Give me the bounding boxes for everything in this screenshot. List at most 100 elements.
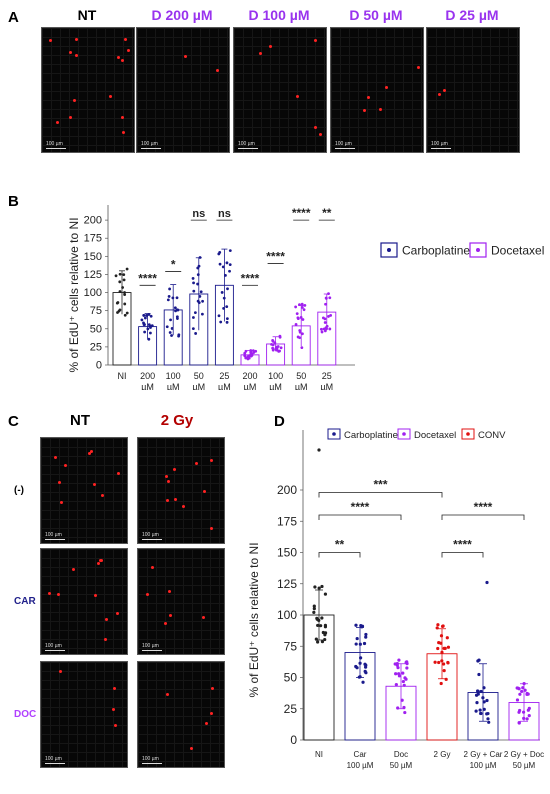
data-point — [247, 354, 251, 358]
panel-c-column-header: 2 Gy — [160, 412, 194, 429]
data-point — [404, 660, 408, 665]
data-point — [393, 662, 397, 666]
edu-positive-nucleus — [385, 85, 389, 89]
data-point — [520, 689, 524, 694]
data-point — [219, 320, 223, 324]
x-tick-label-unit: µM — [218, 382, 231, 390]
edu-positive-nucleus — [168, 590, 172, 594]
legend-label: Carboplatine — [344, 430, 398, 441]
significance-label: **** — [138, 271, 157, 285]
data-point — [477, 658, 481, 662]
chart-d-edu-irradiation: 0 25 50 75 100 125 150 175 200 % of EdU⁺ cells re… — [247, 428, 544, 770]
data-point — [442, 662, 446, 666]
data-point — [320, 330, 324, 334]
legend-marker — [476, 248, 480, 252]
data-point — [440, 659, 444, 663]
y-axis-label: % of EdU⁺ cells relative to NI — [247, 542, 261, 697]
data-point — [225, 320, 229, 324]
edu-positive-nucleus — [314, 39, 318, 43]
edu-positive-nucleus — [173, 498, 177, 502]
data-point — [441, 624, 445, 628]
data-point — [401, 679, 405, 684]
edu-positive-nucleus — [379, 107, 383, 111]
data-point — [482, 686, 486, 690]
edu-positive-nucleus — [164, 622, 168, 626]
data-point — [243, 354, 247, 358]
data-point — [515, 698, 520, 702]
data-point — [328, 296, 332, 300]
data-point — [118, 280, 122, 284]
data-point — [303, 304, 307, 307]
edu-positive-nucleus — [295, 94, 299, 98]
data-point — [198, 295, 202, 298]
data-point — [123, 293, 127, 297]
data-point — [247, 356, 251, 360]
scale-bar-label: 100 µm — [45, 532, 62, 538]
data-point — [149, 331, 152, 335]
data-point — [142, 323, 146, 327]
edu-positive-nucleus — [122, 131, 126, 135]
panel-c-row-label: (-) — [14, 485, 24, 496]
data-point — [439, 681, 443, 686]
y-tick-label: 0 — [290, 733, 297, 747]
data-point — [196, 282, 199, 286]
data-point — [321, 630, 325, 635]
y-tick-label: 175 — [84, 233, 102, 245]
legend-swatch — [380, 242, 398, 258]
x-tick-label: 100 — [268, 371, 283, 381]
x-tick-label-unit: µM — [244, 382, 257, 390]
panel-letter-b: B — [8, 193, 19, 210]
edu-positive-nucleus — [146, 593, 150, 597]
data-point — [364, 635, 368, 639]
data-point — [324, 326, 328, 330]
y-tick-label: 75 — [90, 305, 102, 317]
data-point — [226, 287, 229, 291]
data-point — [312, 610, 316, 615]
significance-label: **** — [453, 538, 472, 552]
data-point — [323, 317, 327, 321]
data-point — [439, 634, 444, 638]
data-point — [196, 299, 200, 303]
data-point — [146, 327, 150, 331]
data-point — [320, 616, 324, 620]
data-point — [313, 585, 317, 589]
data-point — [516, 686, 520, 690]
data-point — [143, 316, 147, 320]
data-point — [300, 346, 304, 349]
data-point — [279, 346, 283, 350]
edu-positive-nucleus — [89, 450, 93, 454]
edu-positive-nucleus — [57, 593, 61, 597]
significance-label: ** — [335, 538, 345, 552]
legend-marker — [402, 432, 406, 436]
panel-c-row-label: CAR — [14, 596, 36, 607]
data-point — [437, 660, 441, 665]
edu-positive-nucleus — [166, 480, 170, 484]
data-point — [477, 672, 481, 677]
data-point — [320, 584, 324, 589]
legend-marker — [466, 432, 470, 436]
panel-a-column-header: NT — [77, 7, 97, 23]
data-point — [312, 604, 316, 608]
panel-a-column-header: D 100 µM — [248, 7, 310, 23]
data-point — [323, 321, 327, 324]
data-point — [125, 267, 129, 271]
edu-positive-nucleus — [183, 54, 187, 58]
y-tick-label: 200 — [277, 483, 297, 497]
data-point — [250, 352, 253, 356]
data-point — [228, 249, 232, 253]
edu-positive-nucleus — [54, 456, 58, 460]
data-point — [527, 714, 531, 718]
data-point — [294, 323, 298, 326]
legend-label: Docetaxel — [491, 244, 544, 258]
edu-positive-nucleus — [318, 132, 322, 136]
significance-label: ns — [218, 208, 231, 220]
edu-positive-nucleus — [48, 39, 52, 43]
edu-positive-nucleus — [55, 120, 59, 124]
panel-letter-d: D — [274, 413, 285, 430]
x-tick-label: Doc — [394, 750, 408, 759]
data-point — [228, 263, 232, 266]
scale-bar-label: 100 µm — [238, 141, 255, 147]
data-point — [275, 347, 279, 351]
data-point — [249, 354, 253, 358]
